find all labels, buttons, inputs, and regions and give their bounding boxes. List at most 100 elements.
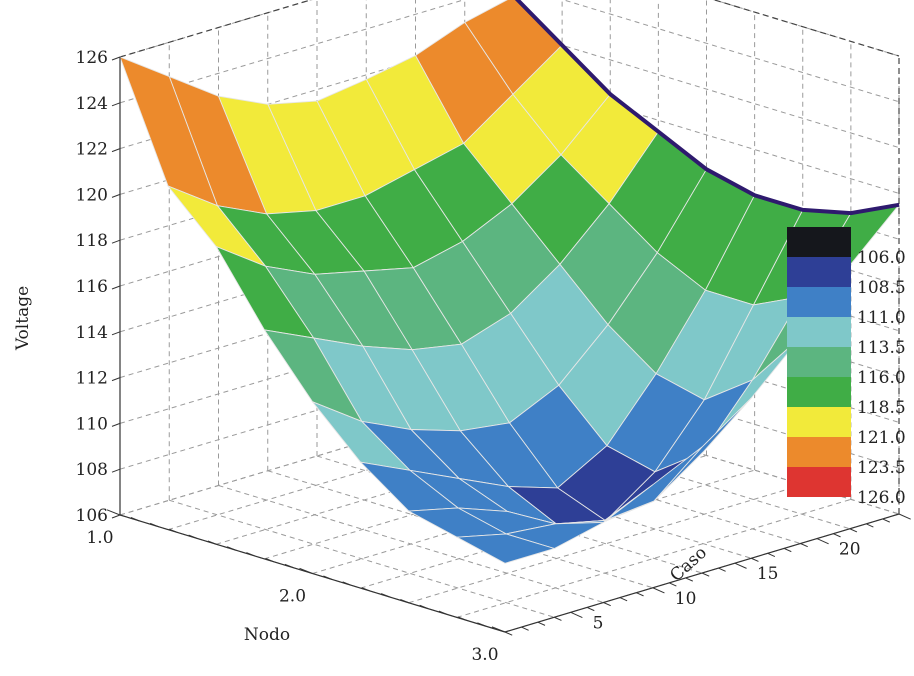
x-tick [246, 552, 255, 557]
y-tick-label: 10 [675, 589, 697, 609]
colorbar-swatch [787, 347, 851, 377]
y-tick [898, 513, 911, 520]
x-tick [323, 575, 332, 580]
colorbar-label: 106.0 [857, 248, 906, 268]
y-tick [570, 611, 583, 618]
colorbar-label: 121.0 [857, 428, 906, 448]
z-tick [111, 468, 121, 473]
grid-line [218, 485, 604, 603]
z-tick-label: 116 [76, 277, 108, 297]
x-tick [149, 522, 159, 528]
colorbar-swatch [787, 287, 851, 317]
y-tick [652, 587, 665, 594]
y-tick [751, 557, 759, 562]
z-tick-label: 124 [76, 94, 108, 114]
z-tick [111, 239, 121, 244]
x-tick [265, 558, 275, 563]
z-tick-label: 126 [76, 48, 108, 68]
colorbar-legend: 106.0 108.5 111.0 113.5 116.0 118.5 121.0 123.5… [787, 227, 906, 508]
colorbar-label: 111.0 [857, 308, 906, 328]
x-tick-label: 2.0 [279, 587, 306, 607]
z-tick [111, 331, 121, 336]
y-tick [734, 562, 747, 569]
y-tick [504, 631, 513, 636]
x-tick-label: 3.0 [471, 645, 498, 665]
x-tick [457, 616, 467, 621]
x-tick [106, 509, 121, 516]
box-edge [712, 0, 900, 57]
x-tick [400, 598, 409, 604]
z-axis-label: Voltage [13, 286, 33, 351]
x-tick [438, 610, 448, 615]
z-tick-label: 108 [76, 460, 108, 480]
y-tick [783, 547, 792, 553]
y-tick [537, 621, 546, 626]
surface-patch [455, 533, 556, 564]
z-tick [111, 193, 121, 198]
grid-line [408, 484, 803, 604]
y-tick-label: 5 [593, 613, 604, 633]
x-tick [342, 581, 352, 586]
colorbar-swatch [787, 257, 851, 287]
y-tick [619, 597, 628, 602]
z-tick-label: 118 [76, 231, 108, 251]
x-tick [491, 626, 506, 633]
z-tick-label: 122 [76, 140, 108, 160]
grid-line [562, 0, 900, 103]
y-tick [882, 518, 890, 523]
z-tick [111, 377, 121, 382]
z-tick-label: 110 [76, 414, 108, 434]
y-tick [718, 567, 726, 572]
colorbar-label: 113.5 [857, 338, 906, 358]
x-tick [169, 528, 178, 534]
grid-line [360, 469, 755, 589]
colorbar-label: 118.5 [857, 398, 906, 418]
x-tick-label: 1.0 [86, 528, 113, 548]
colorbar-swatch [787, 467, 851, 497]
z-tick [111, 422, 121, 427]
colorbar-swatch [787, 227, 851, 257]
grid-line [169, 499, 555, 618]
z-tick [111, 56, 121, 61]
y-tick-label: 20 [839, 540, 861, 560]
colorbar-swatch [787, 407, 851, 437]
y-tick [668, 582, 677, 587]
y-tick [685, 577, 693, 582]
x-tick [361, 587, 371, 592]
y-tick [833, 533, 841, 538]
z-tick-label: 120 [76, 185, 108, 205]
grid-line [456, 498, 852, 618]
grid-line [119, 0, 465, 104]
z-tick [111, 285, 121, 290]
colorbar-label: 108.5 [857, 278, 906, 298]
surface-rim [514, 0, 900, 216]
y-tick [603, 602, 611, 607]
z-tick-label: 114 [76, 323, 108, 343]
x-tick [207, 540, 217, 545]
y-tick-label: 15 [757, 564, 779, 584]
y-tick [767, 552, 776, 557]
colorbar-swatch [787, 377, 851, 407]
x-tick [130, 517, 140, 522]
y-tick [554, 616, 562, 621]
y-tick [636, 592, 644, 597]
x-tick [419, 604, 429, 610]
y-tick [865, 523, 874, 528]
y-tick [521, 626, 529, 631]
x-tick [188, 534, 198, 539]
z-tick [111, 514, 121, 519]
x-tick [380, 593, 390, 598]
x-tick [226, 546, 236, 551]
z-tick-label: 112 [76, 369, 108, 389]
x-tick [284, 563, 294, 569]
colorbar-swatch [787, 317, 851, 347]
axes: 106 108 110 112 114 116 118 120 122 124 126 1.0 2.0 3… [76, 48, 911, 665]
z-tick [111, 148, 121, 153]
x-axis-label: Nodo [244, 625, 290, 645]
x-tick [299, 567, 313, 574]
colorbar-label: 126.0 [857, 488, 906, 508]
y-tick [701, 572, 710, 577]
y-tick [816, 538, 829, 545]
colorbar-label: 123.5 [857, 458, 906, 478]
